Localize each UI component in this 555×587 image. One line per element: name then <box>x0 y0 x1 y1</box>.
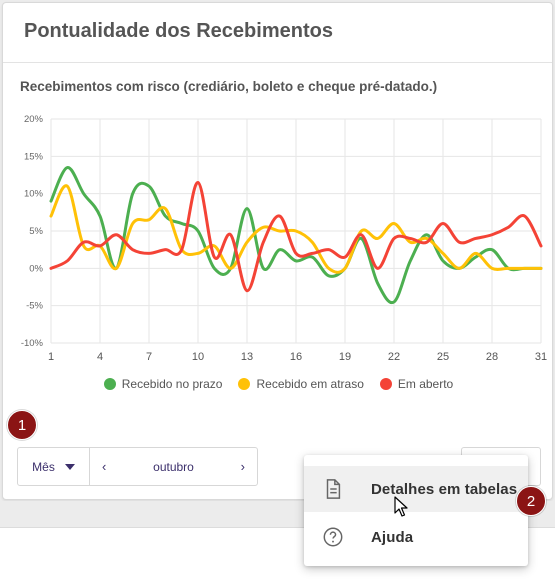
next-period-button[interactable]: › <box>240 459 245 474</box>
previous-period-button[interactable]: ‹ <box>102 459 107 474</box>
legend-item-late[interactable]: Recebido em atraso <box>238 377 364 391</box>
chart-legend: Recebido no prazo Recebido em atraso Em … <box>3 377 554 391</box>
y-tick-label: 0% <box>29 263 43 274</box>
period-navigator: ‹ outubro › <box>90 448 257 485</box>
y-tick-label: 5% <box>29 226 43 237</box>
y-tick-label: -5% <box>26 301 43 312</box>
period-selector: Mês ‹ outubro › <box>17 447 258 486</box>
legend-dot-green <box>103 378 116 390</box>
menu-item-label: Detalhes em tabelas <box>371 480 518 498</box>
title-divider <box>3 62 552 63</box>
document-icon <box>326 479 341 499</box>
caret-down-icon <box>64 463 75 470</box>
step-badge-1: 1 <box>7 410 37 440</box>
legend-item-on-time[interactable]: Recebido no prazo <box>103 377 223 391</box>
legend-item-open[interactable]: Em aberto <box>379 377 454 391</box>
legend-dot-yellow <box>238 378 251 390</box>
legend-label: Recebido no prazo <box>121 377 223 391</box>
x-tick-label: 19 <box>339 351 351 363</box>
mouse-cursor-icon <box>394 496 408 517</box>
series-line-late <box>49 184 543 274</box>
menu-item-table-details[interactable]: Detalhes em tabelas <box>304 466 528 512</box>
period-type-value: Mês <box>32 459 55 474</box>
series-line-open <box>49 180 543 293</box>
period-type-select[interactable]: Mês <box>18 448 90 485</box>
x-tick-label: 22 <box>388 351 400 363</box>
current-period-label: outubro <box>153 459 194 474</box>
legend-label: Recebido em atraso <box>256 377 364 391</box>
y-tick-label: 15% <box>24 151 44 162</box>
y-tick-label: 10% <box>24 189 44 200</box>
x-tick-label: 10 <box>192 351 204 363</box>
card-title: Pontualidade dos Recebimentos <box>24 20 333 42</box>
help-circle-icon <box>323 527 343 547</box>
x-tick-label: 31 <box>535 351 547 363</box>
x-tick-label: 13 <box>241 351 253 363</box>
menu-item-label: Ajuda <box>371 528 414 546</box>
x-tick-label: 16 <box>290 351 302 363</box>
y-tick-label: -10% <box>21 338 44 349</box>
punctuality-card: Pontualidade dos Recebimentos Recebiment… <box>2 2 553 500</box>
x-tick-label: 7 <box>146 351 152 363</box>
legend-dot-red <box>379 378 392 390</box>
legend-label: Em aberto <box>397 377 454 391</box>
menu-item-help[interactable]: Ajuda <box>304 514 528 560</box>
x-tick-label: 28 <box>486 351 498 363</box>
options-menu: Detalhes em tabelas Ajuda <box>304 455 528 566</box>
x-tick-label: 25 <box>437 351 449 363</box>
y-tick-label: 20% <box>24 114 44 125</box>
line-chart: -10% -5% 0% 5% 10% 15% 20% 1 4 7 10 13 16 19 22 25 28 31 <box>21 114 547 363</box>
x-tick-label: 4 <box>97 351 103 363</box>
x-tick-label: 1 <box>48 351 54 363</box>
step-badge-2: 2 <box>516 486 546 516</box>
chart-subtitle: Recebimentos com risco (crediário, bolet… <box>20 79 438 94</box>
